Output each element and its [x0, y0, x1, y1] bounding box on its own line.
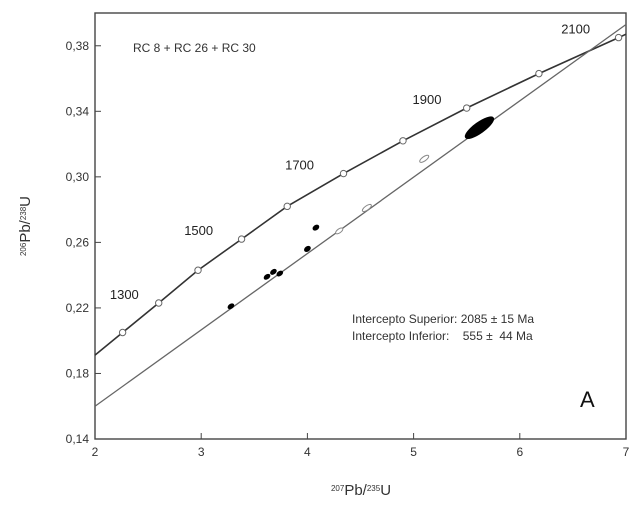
x-tick-label: 6 — [516, 445, 523, 459]
x-label-base2: U — [380, 482, 391, 499]
data-ellipse — [227, 303, 235, 310]
discordia-line — [94, 23, 627, 407]
data-ellipse — [335, 227, 344, 235]
age-labels: 1300 1500 1700 1900 2100 — [110, 22, 590, 302]
y-tick-label: 0,22 — [66, 301, 90, 315]
y-tick-label: 0,38 — [66, 39, 90, 53]
x-tick-label: 3 — [198, 445, 205, 459]
data-ellipse — [270, 268, 277, 275]
y-tick-label: 0,14 — [66, 432, 90, 446]
x-tick-label: 2 — [92, 445, 99, 459]
y-label-base2: U — [17, 196, 34, 207]
data-ellipse — [304, 245, 311, 252]
curves — [94, 23, 627, 407]
age-label: 2100 — [561, 22, 590, 37]
y-tick-label: 0,34 — [66, 104, 90, 118]
data-ellipse — [419, 154, 430, 163]
intercept-lower: Intercepto Inferior: 555 ± 44 Ma — [352, 329, 533, 343]
concordia-age-marker — [535, 69, 543, 78]
chart-title: RC 8 + RC 26 + RC 30 — [133, 41, 256, 55]
age-label: 1700 — [285, 158, 314, 173]
age-label: 1500 — [184, 223, 213, 238]
concordia-age-marker — [237, 235, 246, 243]
x-tick-label: 4 — [304, 445, 311, 459]
concordia-age-marker — [399, 137, 407, 145]
plot-frame — [94, 12, 627, 440]
x-label-sup1: 207 — [331, 484, 345, 493]
data-ellipse — [464, 116, 495, 139]
y-axis-label: 206Pb/238U — [17, 196, 34, 256]
y-tick-label: 0,30 — [66, 170, 90, 184]
y-label-sup2: 238 — [19, 206, 28, 220]
y-label-base1: Pb/ — [17, 219, 34, 242]
data-ellipse — [312, 224, 320, 231]
data-ellipse — [263, 273, 271, 280]
x-label-base1: Pb/ — [344, 482, 367, 499]
x-axis-ticks: 2 3 4 5 6 7 — [92, 433, 630, 459]
age-label: 1300 — [110, 287, 139, 302]
data-ellipse — [361, 203, 372, 213]
data-ellipse — [276, 270, 284, 277]
x-tick-label: 7 — [623, 445, 630, 459]
y-tick-label: 0,18 — [66, 366, 90, 380]
data-ellipses — [227, 116, 495, 310]
svg-text:207Pb/235U: 207Pb/235U — [331, 482, 391, 499]
x-tick-label: 5 — [410, 445, 417, 459]
x-axis-label: 207Pb/235U — [331, 482, 391, 499]
concordia-age-marker — [283, 202, 291, 211]
age-label: 1900 — [413, 92, 442, 107]
concordia-age-marker — [614, 33, 623, 42]
y-label-sup1: 206 — [19, 242, 28, 256]
x-label-sup2: 235 — [367, 484, 381, 493]
panel-label: A — [580, 387, 595, 412]
concordia-age-marker — [155, 299, 163, 307]
concordia-age-marker — [463, 104, 471, 112]
y-tick-label: 0,26 — [66, 235, 90, 249]
concordia-curve — [94, 33, 627, 356]
concordia-age-marker — [194, 266, 202, 274]
intercept-upper: Intercepto Superior: 2085 ± 15 Ma — [352, 312, 534, 326]
concordia-age-marker — [339, 169, 348, 178]
concordia-age-marker — [118, 328, 127, 337]
svg-text:206Pb/238U: 206Pb/238U — [17, 196, 34, 256]
y-axis-ticks: 0,14 0,18 0,22 0,26 0,30 0,34 0,38 — [66, 39, 101, 446]
